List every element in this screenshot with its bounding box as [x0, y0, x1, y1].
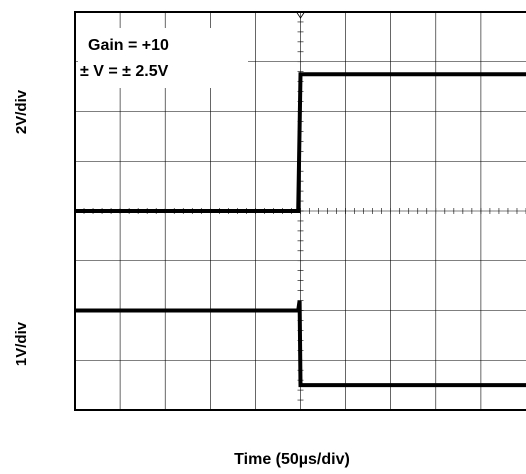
annotation-gain: Gain = +10	[88, 37, 169, 54]
traces	[75, 72, 526, 388]
x-axis-label: Time (50µs/div)	[234, 451, 350, 468]
annotation-box	[78, 28, 248, 88]
annotation-supply: ± V = ± 2.5V	[80, 63, 169, 80]
trace-lower	[75, 300, 526, 388]
y-scale-label-lower: 1V/div	[13, 321, 30, 366]
y-scale-label-upper: 2V/div	[13, 89, 30, 134]
trace-upper	[75, 72, 526, 213]
plot-frame	[74, 11, 526, 411]
